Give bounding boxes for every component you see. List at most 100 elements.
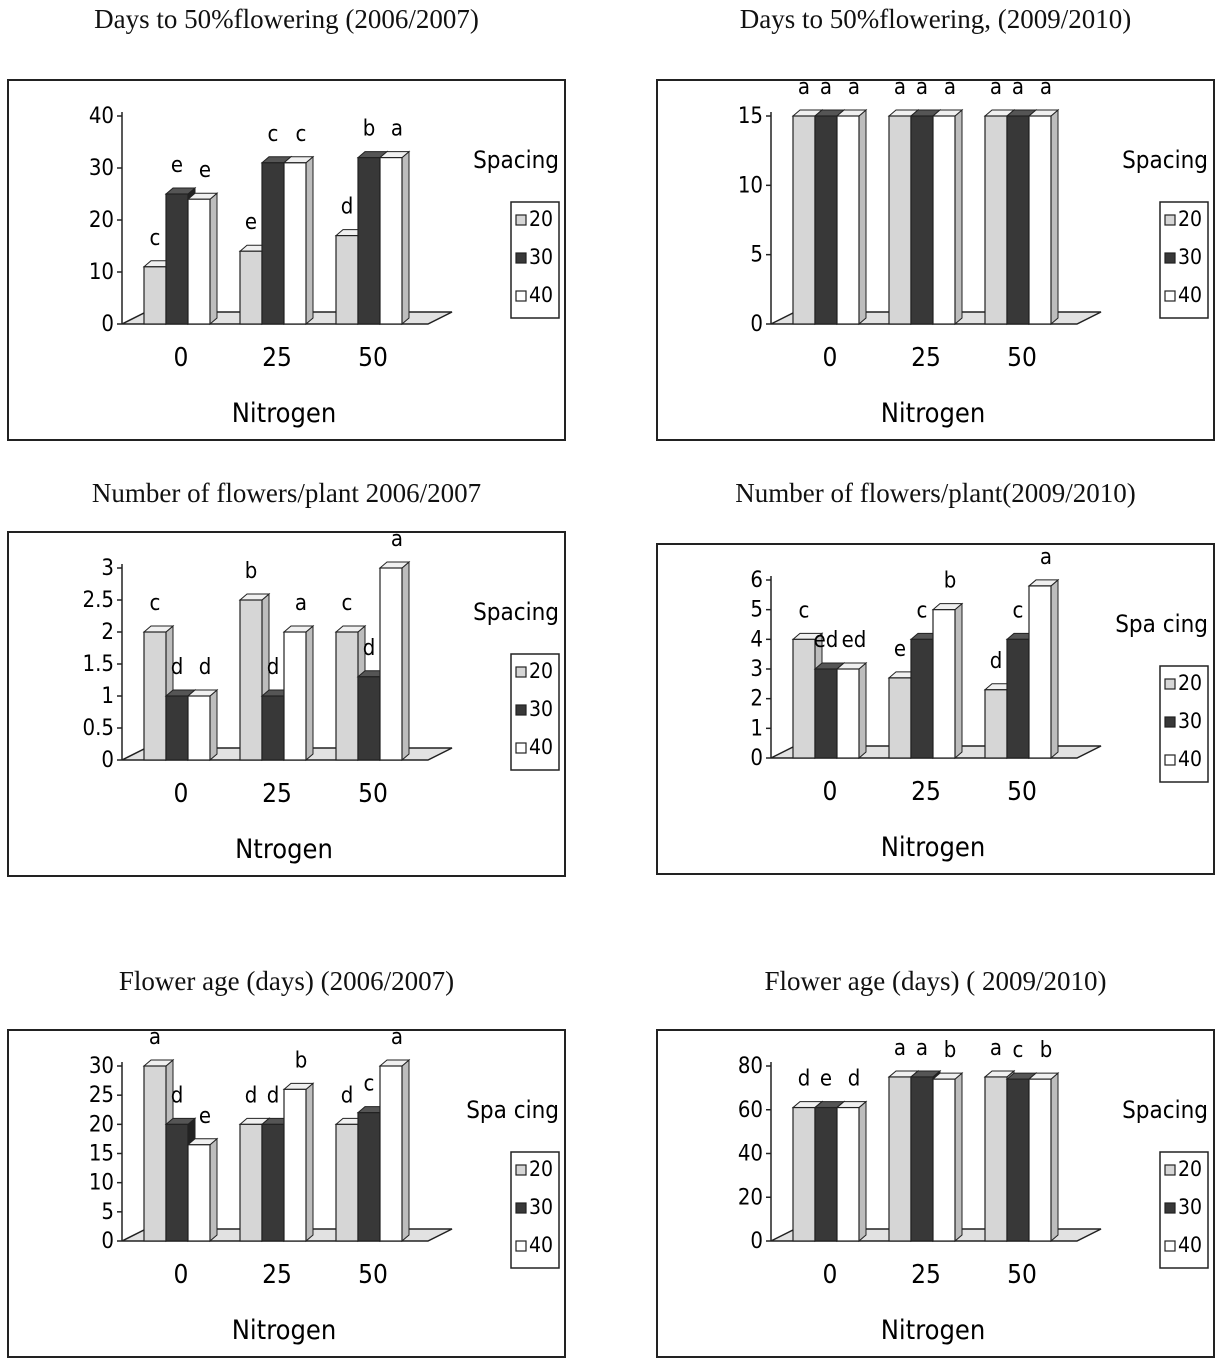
- bar-side: [305, 1082, 314, 1243]
- legend-label-20: 20: [1178, 1157, 1202, 1181]
- bar-50-30: [1006, 1078, 1030, 1242]
- legend-swatch-20: [515, 1164, 527, 1176]
- y-tick-label: 0: [750, 1229, 763, 1254]
- bar-side: [858, 1100, 867, 1243]
- y-tick-label: 30: [89, 1054, 114, 1079]
- bar-50-40: [379, 156, 403, 325]
- legend-label-40: 40: [1178, 283, 1202, 307]
- legend-label-30: 30: [1178, 245, 1202, 269]
- chart-title: Number of flowers/plant 2006/2007: [91, 478, 482, 508]
- legend-title: Spacing: [1122, 146, 1208, 174]
- bar-25-40: [932, 1078, 956, 1242]
- significance-letter: c: [799, 598, 810, 623]
- legend-swatch-40: [515, 1240, 527, 1252]
- bar-50-20: [335, 631, 359, 761]
- legend-title: Spacing: [1122, 1096, 1208, 1124]
- panel-flowers-per-plant-2006: Number of flowers/plant 2006/2007 0 0.5 1 1…: [4, 478, 569, 883]
- bar-50-40: [379, 567, 403, 761]
- x-tick-label: 25: [911, 777, 941, 807]
- significance-letter: ed: [814, 628, 839, 653]
- legend-label-20: 20: [1178, 671, 1202, 695]
- x-axis-title: Nitrogen: [881, 1315, 985, 1346]
- bar-0-40: [187, 1144, 211, 1242]
- bar-50-20: [984, 689, 1008, 759]
- bar-0-30: [814, 668, 838, 759]
- significance-letter: e: [245, 210, 257, 235]
- legend-swatch-40: [1164, 1240, 1176, 1252]
- bar-0-20: [143, 266, 167, 325]
- legend-swatch-30: [515, 704, 527, 716]
- bar-0-20: [792, 1106, 816, 1242]
- bar-25-30: [910, 115, 934, 325]
- bar-0-40: [836, 1106, 860, 1242]
- legend-swatch-40: [515, 290, 527, 302]
- bar-25-40: [283, 1088, 307, 1242]
- significance-letter: a: [798, 76, 810, 100]
- x-tick-label: 25: [262, 779, 292, 809]
- significance-letter: a: [149, 1026, 161, 1050]
- legend-label-40: 40: [1178, 747, 1202, 771]
- panel-flowers-per-plant-2009: Number of flowers/plant(2009/2010) 0 1 2 3 4…: [653, 478, 1218, 883]
- bar-side: [209, 1137, 218, 1243]
- y-tick-label: 3: [101, 556, 114, 581]
- chart-title: Number of flowers/plant(2009/2010): [735, 478, 1136, 508]
- x-tick-label: 25: [262, 1260, 292, 1290]
- significance-letter: a: [894, 1036, 906, 1061]
- bar-25-30: [261, 1123, 285, 1242]
- bar-25-20: [888, 1076, 912, 1242]
- y-tick-label: 0: [750, 746, 763, 771]
- y-tick-label: 0: [101, 1229, 114, 1254]
- y-tick-label: 2.5: [83, 588, 114, 613]
- legend-label-20: 20: [529, 207, 553, 231]
- legend-label-30: 30: [529, 697, 553, 721]
- y-tick-label: 10: [89, 1171, 114, 1196]
- bar-25-20: [239, 599, 263, 761]
- bar-50-30: [1006, 638, 1030, 759]
- legend-label-30: 30: [529, 245, 553, 269]
- bar-50-20: [984, 115, 1008, 325]
- significance-letter: a: [820, 76, 832, 100]
- bar-0-40: [836, 115, 860, 325]
- y-tick-label: 0: [750, 312, 763, 337]
- legend-label-30: 30: [529, 1195, 553, 1219]
- bar-50-20: [335, 1123, 359, 1242]
- y-tick-label: 4: [750, 627, 763, 652]
- significance-letter: b: [944, 569, 957, 594]
- bar-0-20: [143, 1065, 167, 1242]
- legend-label-20: 20: [529, 1157, 553, 1181]
- significance-letter: e: [171, 153, 183, 178]
- y-tick-label: 0.5: [83, 716, 114, 741]
- legend-title: Spacing: [473, 598, 559, 626]
- y-tick-label: 30: [89, 156, 114, 181]
- significance-letter: a: [848, 76, 860, 100]
- y-tick-label: 20: [89, 1112, 114, 1137]
- significance-letter: c: [1013, 1038, 1024, 1063]
- bar-0-20: [143, 631, 167, 761]
- legend-swatch-40: [1164, 290, 1176, 302]
- x-axis-title: Nitrogen: [232, 398, 336, 429]
- bar-side: [401, 150, 410, 326]
- chart-title: Flower age (days) ( 2009/2010): [764, 966, 1107, 996]
- y-tick-label: 20: [738, 1185, 763, 1210]
- y-tick-label: 40: [738, 1142, 763, 1167]
- significance-letter: a: [894, 76, 906, 100]
- bar-0-20: [792, 115, 816, 325]
- significance-letter: c: [150, 226, 161, 251]
- significance-letter: d: [848, 1067, 861, 1092]
- y-tick-label: 1: [750, 716, 763, 741]
- significance-letter: d: [171, 1083, 184, 1108]
- x-tick-label: 50: [358, 779, 388, 809]
- bar-25-40: [283, 631, 307, 761]
- x-tick-label: 0: [823, 1260, 838, 1290]
- bar-side: [954, 1072, 963, 1243]
- bar-side: [209, 192, 218, 326]
- bar-50-30: [357, 1112, 381, 1242]
- bar-side: [401, 1058, 410, 1243]
- significance-letter: d: [363, 636, 376, 661]
- x-axis-title: Nitrogen: [881, 398, 985, 429]
- legend-swatch-30: [1164, 1202, 1176, 1214]
- chart-title: Days to 50%flowering (2006/2007): [94, 4, 479, 34]
- significance-letter: ed: [842, 628, 867, 653]
